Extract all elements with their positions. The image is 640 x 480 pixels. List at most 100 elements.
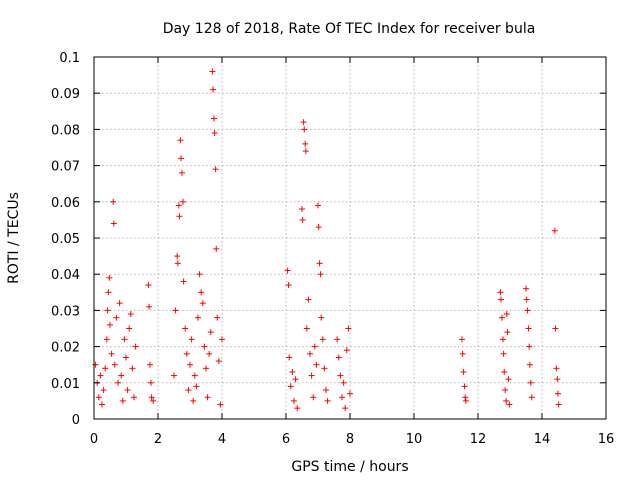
y-tick-label: 0.05 xyxy=(51,232,80,247)
data-point xyxy=(150,397,157,404)
y-tick-label: 0.07 xyxy=(51,160,80,175)
data-point xyxy=(321,365,328,372)
data-point xyxy=(146,303,153,310)
data-point xyxy=(207,329,214,336)
tick-labels: 0 2 4 6 8 10 12 14 16 0 0.01 0.02 0.03 0.04 0.05 0.06 0.… xyxy=(51,51,614,447)
data-point xyxy=(100,387,107,394)
data-point xyxy=(182,325,189,332)
data-point xyxy=(121,336,128,343)
data-point xyxy=(527,379,534,386)
data-point xyxy=(147,361,153,368)
data-point xyxy=(334,336,341,343)
data-point xyxy=(294,405,301,412)
data-point xyxy=(201,343,208,350)
data-point xyxy=(284,267,291,274)
data-point xyxy=(145,282,152,289)
data-point xyxy=(118,372,125,379)
y-tick-label: 0.08 xyxy=(51,123,80,138)
data-point xyxy=(499,314,505,321)
data-point xyxy=(132,343,139,350)
x-tick-label: 10 xyxy=(406,432,423,447)
data-point xyxy=(126,325,133,332)
data-point xyxy=(215,358,222,365)
data-point xyxy=(315,202,321,209)
x-tick-label: 14 xyxy=(534,432,551,447)
data-point xyxy=(323,387,329,394)
data-point xyxy=(214,314,221,321)
data-point xyxy=(198,289,205,296)
data-point xyxy=(504,329,511,336)
y-tick-label: 0.1 xyxy=(59,51,80,66)
data-point xyxy=(99,401,105,408)
y-tick-label: 0 xyxy=(72,413,80,428)
data-point xyxy=(503,397,510,404)
data-point xyxy=(553,365,560,372)
x-tick-label: 4 xyxy=(218,432,226,447)
data-point xyxy=(179,169,185,176)
data-point xyxy=(287,383,294,390)
data-point xyxy=(111,361,118,368)
data-point xyxy=(317,271,324,278)
x-tick-label: 2 xyxy=(154,432,162,447)
data-point xyxy=(460,368,467,375)
data-point xyxy=(555,390,561,397)
data-point xyxy=(301,126,308,133)
data-point xyxy=(459,350,466,357)
data-point xyxy=(191,372,198,379)
data-point xyxy=(313,361,320,368)
data-point xyxy=(176,213,183,220)
data-point xyxy=(461,383,468,390)
data-point xyxy=(302,140,309,147)
data-point xyxy=(106,274,113,281)
data-point xyxy=(305,296,312,303)
grid-lines xyxy=(94,57,606,419)
data-point xyxy=(177,137,184,144)
data-point xyxy=(498,296,505,303)
data-point xyxy=(203,365,209,372)
data-point xyxy=(174,260,181,267)
x-axis-label: GPS time / hours xyxy=(291,459,408,475)
data-point xyxy=(343,347,350,354)
x-tick-label: 0 xyxy=(90,432,98,447)
data-point xyxy=(188,336,195,343)
data-point xyxy=(124,387,131,394)
y-axis-label: ROTI / TECUs xyxy=(6,192,22,284)
data-point xyxy=(299,206,305,213)
data-point xyxy=(212,166,219,173)
data-point xyxy=(116,300,123,307)
y-tick-label: 0.02 xyxy=(51,341,80,356)
data-point xyxy=(123,354,129,361)
data-point xyxy=(318,314,325,321)
x-tick-label: 6 xyxy=(282,432,290,447)
data-point xyxy=(319,336,326,343)
data-point xyxy=(195,314,201,321)
data-point xyxy=(500,350,507,357)
y-tick-label: 0.04 xyxy=(51,268,80,283)
data-point xyxy=(102,365,109,372)
data-point xyxy=(289,368,296,375)
data-point xyxy=(175,202,182,209)
data-point xyxy=(347,390,353,397)
data-point xyxy=(528,394,535,401)
data-point xyxy=(499,336,506,343)
data-point xyxy=(552,325,559,332)
data-point xyxy=(526,361,533,368)
data-point xyxy=(551,227,558,234)
data-point xyxy=(196,271,203,278)
data-point xyxy=(127,311,134,318)
data-point xyxy=(209,68,216,75)
data-point xyxy=(315,224,322,231)
data-point xyxy=(217,401,224,408)
data-point xyxy=(129,365,136,372)
data-point xyxy=(300,119,307,126)
data-point xyxy=(108,350,115,357)
data-point xyxy=(113,314,120,321)
data-point xyxy=(292,376,299,383)
data-point xyxy=(324,397,331,404)
data-point xyxy=(302,148,309,155)
data-point xyxy=(299,216,306,223)
data-point xyxy=(190,397,197,404)
data-point xyxy=(178,155,185,162)
data-point xyxy=(107,321,113,328)
